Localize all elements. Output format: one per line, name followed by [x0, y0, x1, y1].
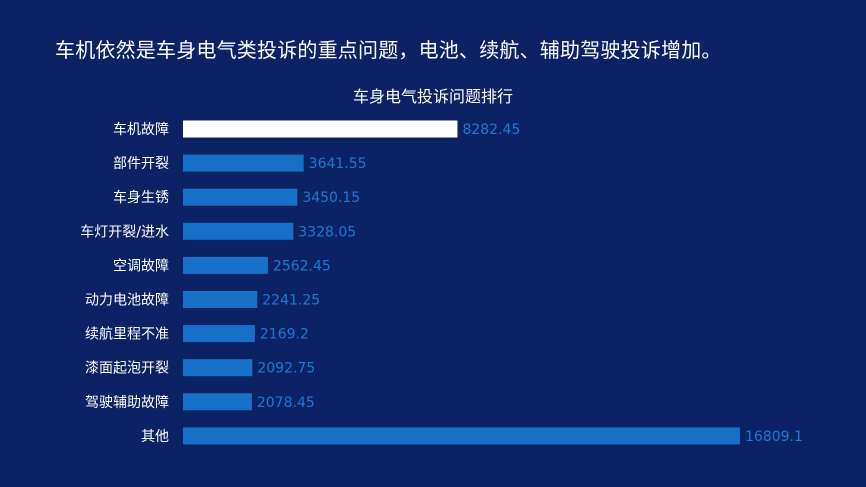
slide-headline: 车机依然是车身电气类投诉的重点问题，电池、续航、辅助驾驶投诉增加。: [55, 38, 722, 62]
category-label: 车身生锈: [113, 189, 169, 206]
value-label: 2562.45: [273, 258, 331, 274]
bar: [183, 325, 255, 343]
category-label: 续航里程不准: [85, 326, 169, 343]
value-label: 3641.55: [309, 156, 367, 172]
bar: [183, 188, 298, 206]
bar: [183, 154, 304, 172]
category-label: 驾驶辅助故障: [85, 395, 169, 411]
value-label: 3450.15: [302, 190, 360, 206]
value-label: 2169.2: [260, 327, 309, 343]
category-label: 其他: [141, 429, 169, 445]
value-label: 2092.75: [257, 361, 315, 377]
value-label: 3328.05: [298, 224, 356, 240]
category-label: 漆面起泡开裂: [85, 361, 169, 377]
value-label: 2078.45: [257, 395, 315, 411]
category-label: 部件开裂: [113, 156, 169, 172]
bar: [183, 222, 294, 240]
chart-title: 车身电气投诉问题排行: [353, 87, 513, 106]
bar: [183, 256, 268, 274]
category-label: 空调故障: [113, 258, 169, 274]
bar: [183, 359, 253, 377]
bar: [183, 291, 258, 308]
value-label: 2241.25: [262, 293, 320, 309]
bars-layer: 车机故障 8282.45 部件开裂 3641.55 车身生锈 3450.15 车灯开裂/进水…: [80, 120, 803, 445]
bar: [183, 120, 458, 138]
value-label: 16809.1: [745, 429, 803, 445]
value-label: 8282.45: [462, 122, 520, 138]
bar: [183, 393, 252, 411]
bar: [183, 427, 740, 445]
category-label: 动力电池故障: [85, 293, 169, 309]
category-label: 车灯开裂/进水: [80, 223, 169, 240]
category-label: 车机故障: [113, 121, 169, 138]
